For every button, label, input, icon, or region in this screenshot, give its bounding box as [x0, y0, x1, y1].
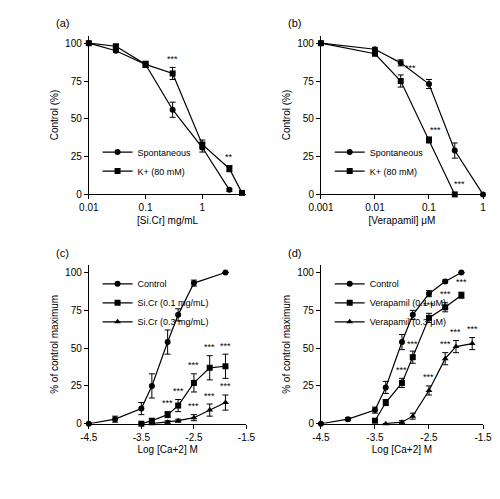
svg-text:***: *** [405, 63, 416, 73]
svg-text:***: *** [204, 342, 215, 352]
svg-text:-3.5: -3.5 [133, 432, 151, 443]
svg-text:[Si.Cr] mg/mL: [Si.Cr] mg/mL [137, 215, 199, 226]
svg-text:Spontaneous: Spontaneous [370, 148, 424, 158]
svg-text:Spontaneous: Spontaneous [138, 148, 192, 158]
svg-text:Log [Ca+2] M: Log [Ca+2] M [372, 444, 432, 455]
svg-text:***: *** [167, 54, 178, 64]
svg-text:50: 50 [303, 113, 315, 124]
svg-text:0: 0 [308, 418, 314, 429]
svg-text:-1.5: -1.5 [474, 432, 492, 443]
svg-text:0.01: 0.01 [365, 202, 385, 213]
svg-text:50: 50 [71, 113, 83, 124]
svg-text:100: 100 [65, 267, 82, 278]
svg-text:0.001: 0.001 [308, 202, 333, 213]
svg-text:Control (%): Control (%) [49, 90, 60, 141]
svg-text:[Verapamil] μM: [Verapamil] μM [369, 215, 436, 226]
svg-text:25: 25 [71, 380, 83, 391]
svg-text:***: *** [162, 398, 173, 408]
svg-text:-1.5: -1.5 [238, 432, 256, 443]
svg-text:***: *** [440, 339, 451, 349]
svg-text:***: *** [204, 391, 215, 401]
svg-text:K+ (80 mM): K+ (80 mM) [138, 167, 185, 177]
svg-text:Verapamil (0.3 μM): Verapamil (0.3 μM) [370, 317, 446, 327]
svg-text:-4.5: -4.5 [312, 432, 330, 443]
svg-text:100: 100 [65, 38, 82, 49]
svg-text:***: *** [188, 401, 199, 411]
svg-text:***: *** [430, 125, 441, 135]
svg-text:75: 75 [71, 76, 83, 87]
svg-text:Control: Control [138, 279, 167, 289]
svg-text:Control (%): Control (%) [281, 90, 292, 141]
svg-text:***: *** [423, 300, 434, 310]
svg-text:Si.Cr (0.1 mg/mL): Si.Cr (0.1 mg/mL) [138, 298, 209, 308]
svg-text:***: *** [456, 277, 467, 287]
svg-text:75: 75 [303, 76, 315, 87]
svg-text:25: 25 [303, 380, 315, 391]
svg-text:% of control maximum: % of control maximum [281, 295, 292, 394]
svg-text:***: *** [188, 360, 199, 370]
svg-text:(a): (a) [56, 17, 69, 29]
svg-text:0: 0 [76, 189, 82, 200]
svg-text:(c): (c) [56, 247, 69, 259]
svg-text:**: ** [225, 152, 233, 162]
svg-text:-4.5: -4.5 [80, 432, 98, 443]
svg-text:-2.5: -2.5 [420, 432, 438, 443]
svg-text:***: *** [467, 324, 478, 334]
svg-text:***: *** [450, 327, 461, 337]
svg-text:0.01: 0.01 [79, 202, 99, 213]
svg-text:***: *** [220, 341, 231, 351]
svg-text:25: 25 [303, 151, 315, 162]
svg-text:***: *** [220, 381, 231, 391]
svg-text:***: *** [454, 179, 465, 189]
svg-text:-3.5: -3.5 [366, 432, 384, 443]
svg-text:K+ (80 mM): K+ (80 mM) [370, 167, 417, 177]
svg-text:-2.5: -2.5 [185, 432, 203, 443]
svg-text:50: 50 [71, 343, 83, 354]
svg-text:% of control maximum: % of control maximum [49, 295, 60, 394]
svg-text:75: 75 [71, 305, 83, 316]
svg-text:75: 75 [303, 305, 315, 316]
svg-text:***: *** [173, 386, 184, 396]
svg-text:Verapamil (0.1 μM): Verapamil (0.1 μM) [370, 298, 446, 308]
svg-text:1: 1 [200, 202, 206, 213]
svg-text:***: *** [440, 289, 451, 299]
svg-text:0: 0 [76, 418, 82, 429]
svg-text:100: 100 [297, 267, 314, 278]
svg-text:100: 100 [297, 38, 314, 49]
svg-text:25: 25 [71, 151, 83, 162]
svg-text:0: 0 [308, 189, 314, 200]
svg-text:(d): (d) [288, 247, 301, 259]
svg-text:(b): (b) [288, 17, 301, 29]
svg-text:Si.Cr (0.3 mg/mL): Si.Cr (0.3 mg/mL) [138, 317, 209, 327]
svg-text:0.1: 0.1 [139, 202, 153, 213]
svg-text:Control: Control [370, 279, 399, 289]
svg-text:Log [Ca+2] M: Log [Ca+2] M [137, 444, 197, 455]
svg-text:***: *** [396, 365, 407, 375]
svg-text:1: 1 [480, 202, 486, 213]
svg-text:50: 50 [303, 343, 315, 354]
svg-text:***: *** [423, 372, 434, 382]
svg-text:0.1: 0.1 [422, 202, 436, 213]
svg-text:***: *** [407, 339, 418, 349]
